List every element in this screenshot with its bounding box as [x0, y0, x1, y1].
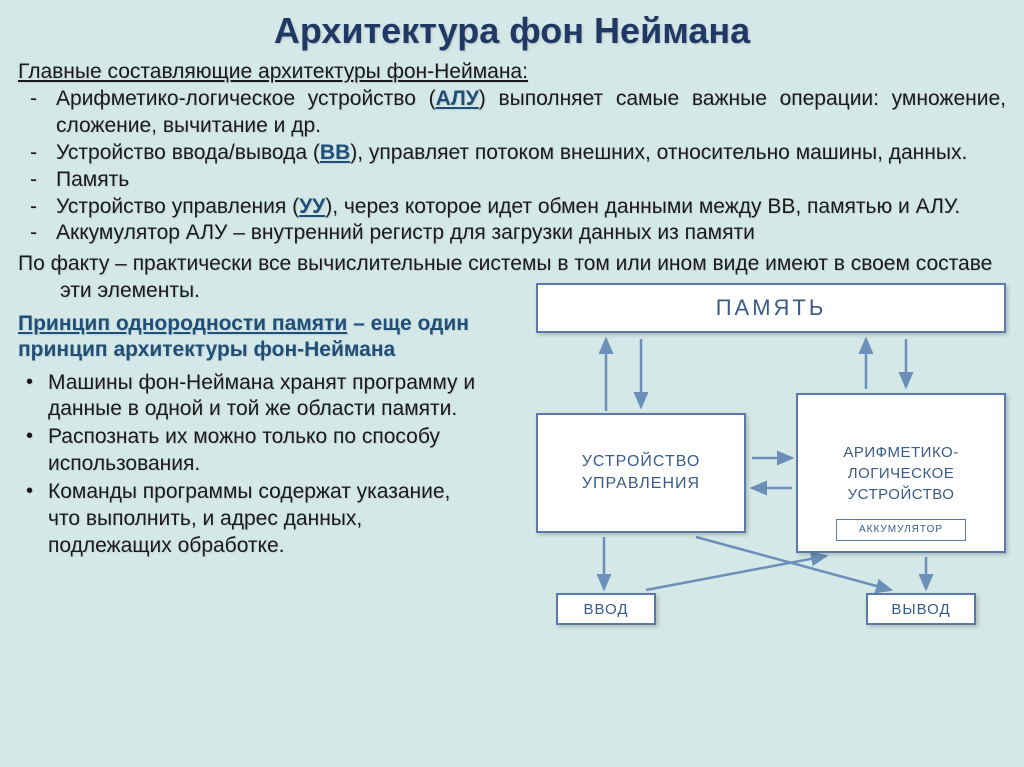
- abbrev-cu: УУ: [299, 195, 325, 218]
- slide-title: Архитектура фон Неймана: [18, 10, 1006, 52]
- item-memory: Память: [56, 167, 1006, 194]
- item-accumulator: Аккумулятор АЛУ – внутренний регистр для…: [56, 220, 1006, 247]
- architecture-diagram: ПАМЯТЬ УСТРОЙСТВОУПРАВЛЕНИЯ АРИФМЕТИКО-Л…: [496, 283, 1016, 618]
- bullet-1: Распознать их можно только по способу ис…: [48, 424, 488, 478]
- item-io: Устройство ввода/вывода (ВВ), управляет …: [56, 140, 1006, 167]
- node-control-unit: УСТРОЙСТВОУПРАВЛЕНИЯ: [536, 413, 746, 533]
- bullet-0: Машины фон-Неймана хранят программу и да…: [48, 370, 488, 424]
- bullet-2: Команды программы содержат указание, что…: [48, 479, 488, 560]
- abbrev-alu: АЛУ: [436, 87, 479, 110]
- principle-bullets: Машины фон-Неймана хранят программу и да…: [18, 370, 488, 560]
- node-input: ВВОД: [556, 593, 656, 625]
- node-output: ВЫВОД: [866, 593, 976, 625]
- node-cu-label: УСТРОЙСТВОУПРАВЛЕНИЯ: [582, 451, 701, 496]
- item-cu: Устройство управления (УУ), через которо…: [56, 194, 1006, 221]
- abbrev-io: ВВ: [320, 141, 350, 164]
- node-memory: ПАМЯТЬ: [536, 283, 1006, 333]
- components-list: Арифметико-логическое устройство (АЛУ) в…: [18, 86, 1006, 247]
- principle-heading: Принцип однородности памяти – еще один п…: [18, 311, 488, 364]
- item-alu: Арифметико-логическое устройство (АЛУ) в…: [56, 86, 1006, 140]
- node-accumulator: АККУМУЛЯТОР: [836, 519, 966, 541]
- intro-heading: Главные составляющие архитектуры фон-Ней…: [18, 60, 1006, 84]
- node-alu: АРИФМЕТИКО-ЛОГИЧЕСКОЕУСТРОЙСТВО АККУМУЛЯ…: [796, 393, 1006, 553]
- node-alu-label: АРИФМЕТИКО-ЛОГИЧЕСКОЕУСТРОЙСТВО: [843, 442, 958, 505]
